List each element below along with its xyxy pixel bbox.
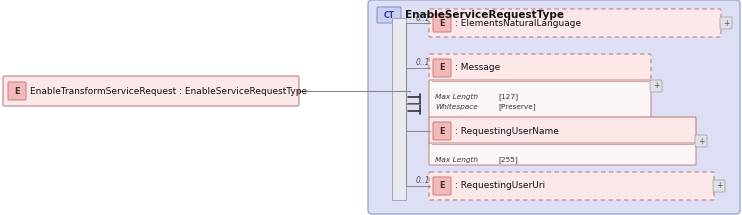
Text: EnableTransformServiceRequest : EnableServiceRequestType: EnableTransformServiceRequest : EnableSe… (30, 86, 307, 95)
Bar (392, 18, 406, 200)
FancyBboxPatch shape (429, 54, 651, 82)
FancyBboxPatch shape (650, 80, 662, 92)
Text: E: E (14, 86, 20, 95)
Text: E: E (439, 63, 444, 72)
Text: [127]: [127] (498, 94, 518, 100)
Text: E: E (439, 126, 444, 135)
FancyBboxPatch shape (713, 180, 725, 192)
Text: [Preserve]: [Preserve] (498, 104, 536, 110)
Text: Max Length: Max Length (435, 157, 478, 163)
FancyBboxPatch shape (377, 7, 401, 23)
Text: +: + (697, 137, 704, 146)
Text: +: + (716, 181, 722, 190)
Text: : RequestingUserUri: : RequestingUserUri (455, 181, 545, 190)
FancyBboxPatch shape (429, 80, 651, 118)
Text: : Message: : Message (455, 63, 500, 72)
Text: 0..1: 0..1 (416, 58, 430, 67)
Text: Max Length: Max Length (435, 94, 478, 100)
FancyBboxPatch shape (433, 122, 451, 140)
FancyBboxPatch shape (433, 177, 451, 195)
FancyBboxPatch shape (3, 76, 299, 106)
Text: EnableServiceRequestType: EnableServiceRequestType (405, 10, 564, 20)
Text: 0..1: 0..1 (416, 176, 430, 185)
FancyBboxPatch shape (429, 9, 721, 37)
FancyBboxPatch shape (695, 135, 707, 147)
Text: Whitespace: Whitespace (435, 104, 478, 110)
Text: CT: CT (384, 11, 395, 20)
Text: E: E (439, 18, 444, 28)
Text: E: E (439, 181, 444, 190)
FancyBboxPatch shape (429, 143, 696, 165)
FancyBboxPatch shape (720, 17, 732, 29)
Text: +: + (723, 18, 729, 28)
FancyBboxPatch shape (429, 172, 714, 200)
FancyBboxPatch shape (368, 0, 740, 214)
Text: : RequestingUserName: : RequestingUserName (455, 126, 559, 135)
Text: 0..1: 0..1 (416, 14, 430, 23)
FancyBboxPatch shape (433, 14, 451, 32)
FancyBboxPatch shape (433, 59, 451, 77)
FancyBboxPatch shape (429, 117, 696, 145)
FancyBboxPatch shape (8, 82, 26, 100)
Text: +: + (653, 81, 659, 91)
Text: : ElementsNaturalLanguage: : ElementsNaturalLanguage (455, 18, 581, 28)
Text: [255]: [255] (498, 157, 518, 163)
